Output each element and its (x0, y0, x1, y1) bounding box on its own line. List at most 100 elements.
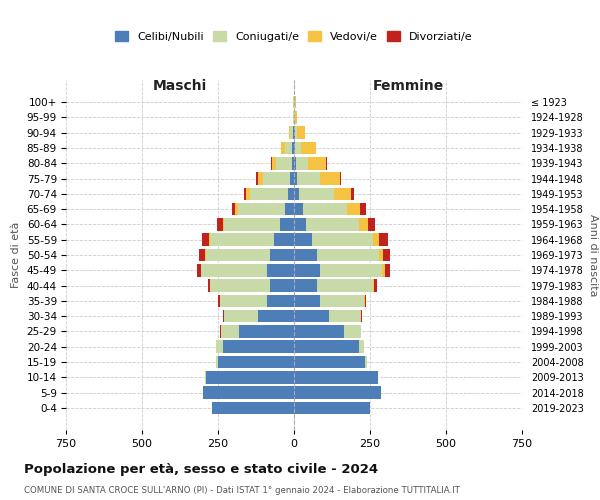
Bar (206, 248, 269, 262)
Bar (365, 356, 367, 368)
Bar (289, 126, 290, 139)
Bar (297, 172, 320, 185)
Bar (224, 310, 257, 322)
Bar (203, 386, 294, 399)
Bar (285, 142, 292, 154)
Bar (317, 280, 373, 292)
Bar (302, 203, 347, 215)
Text: Popolazione per età, sesso e stato civile - 2024: Popolazione per età, sesso e stato civil… (24, 462, 378, 475)
Bar (294, 325, 344, 338)
Bar (223, 310, 224, 322)
Bar (294, 340, 359, 353)
Bar (221, 325, 239, 338)
Bar (232, 203, 235, 215)
Bar (294, 310, 329, 322)
Bar (263, 172, 290, 185)
Y-axis label: Fasce di età: Fasce di età (11, 222, 21, 288)
Bar (277, 157, 292, 170)
Bar (218, 356, 294, 368)
Bar (385, 264, 390, 276)
Bar (246, 188, 250, 200)
Bar (201, 264, 266, 276)
Bar (379, 248, 383, 262)
Bar (206, 371, 294, 384)
Bar (326, 157, 327, 170)
Bar (373, 234, 379, 246)
Legend: Celibi/Nubili, Coniugati/e, Vedovi/e, Divorziati/e: Celibi/Nubili, Coniugati/e, Vedovi/e, Di… (115, 32, 473, 42)
Bar (294, 371, 377, 384)
Y-axis label: Anni di nascita: Anni di nascita (588, 214, 598, 296)
Bar (212, 402, 294, 414)
Text: Maschi: Maschi (153, 79, 207, 93)
Bar (294, 264, 320, 276)
Text: COMUNE DI SANTA CROCE SULL'ARNO (PI) - Dati ISTAT 1° gennaio 2024 - Elaborazione: COMUNE DI SANTA CROCE SULL'ARNO (PI) - D… (24, 486, 460, 495)
Text: Femmine: Femmine (373, 79, 443, 93)
Bar (359, 340, 364, 353)
Bar (211, 234, 274, 246)
Bar (294, 218, 306, 230)
Bar (377, 371, 378, 384)
Bar (257, 172, 263, 185)
Bar (244, 188, 246, 200)
Bar (359, 218, 368, 230)
Bar (223, 340, 294, 353)
Bar (294, 126, 295, 139)
Bar (199, 248, 205, 262)
Bar (347, 203, 360, 215)
Bar (294, 402, 370, 414)
Bar (374, 280, 377, 292)
Bar (320, 264, 382, 276)
Bar (290, 172, 294, 185)
Bar (211, 280, 269, 292)
Bar (294, 234, 312, 246)
Bar (368, 218, 376, 230)
Bar (288, 188, 294, 200)
Bar (197, 264, 200, 276)
Bar (202, 234, 209, 246)
Bar (224, 218, 280, 230)
Bar (344, 325, 361, 338)
Bar (205, 371, 206, 384)
Bar (295, 142, 301, 154)
Bar (294, 203, 302, 215)
Bar (364, 294, 365, 307)
Bar (274, 234, 294, 246)
Bar (360, 203, 366, 215)
Bar (280, 218, 294, 230)
Bar (250, 188, 288, 200)
Bar (320, 294, 364, 307)
Bar (295, 111, 298, 124)
Bar (297, 126, 305, 139)
Bar (266, 264, 294, 276)
Bar (217, 218, 223, 230)
Bar (269, 248, 294, 262)
Bar (235, 203, 238, 215)
Bar (306, 218, 359, 230)
Bar (292, 157, 294, 170)
Bar (200, 264, 201, 276)
Bar (301, 142, 316, 154)
Bar (217, 340, 223, 353)
Bar (308, 157, 326, 170)
Bar (271, 157, 272, 170)
Bar (281, 142, 285, 154)
Bar (296, 157, 308, 170)
Bar (294, 248, 317, 262)
Bar (257, 310, 294, 322)
Bar (292, 142, 294, 154)
Bar (294, 280, 317, 292)
Bar (293, 126, 294, 139)
Bar (361, 310, 362, 322)
Bar (294, 188, 299, 200)
Bar (294, 172, 297, 185)
Bar (382, 264, 385, 276)
Bar (379, 234, 388, 246)
Bar (223, 218, 224, 230)
Bar (239, 325, 294, 338)
Bar (220, 325, 221, 338)
Bar (365, 294, 367, 307)
Bar (256, 172, 257, 185)
Bar (299, 188, 334, 200)
Bar (269, 280, 294, 292)
Bar (218, 294, 220, 307)
